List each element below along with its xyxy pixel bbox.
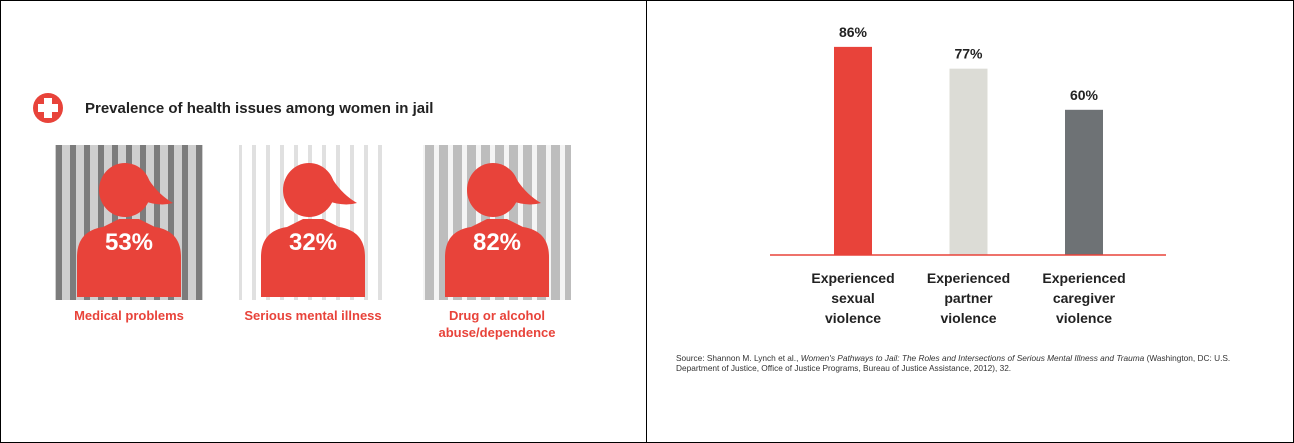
source-rest: (Washington, DC: U.S. Department of Just…: [676, 353, 1231, 373]
value-label: 60%: [1070, 87, 1099, 103]
value-label: 82%: [473, 229, 521, 256]
figure: [261, 219, 365, 297]
value-label: 86%: [839, 24, 868, 40]
figure: [77, 219, 181, 297]
source-title: Women's Pathways to Jail: The Roles and …: [800, 353, 1145, 363]
category-label: Experienced sexual violence: [811, 270, 895, 326]
head: [467, 163, 519, 217]
head: [99, 163, 151, 217]
value-label: 77%: [954, 46, 983, 62]
category-label: Serious mental illness: [244, 308, 382, 323]
bar: [1065, 109, 1103, 255]
value-label: 32%: [289, 229, 337, 256]
hair: [325, 180, 357, 205]
figure: [445, 219, 549, 297]
hair: [141, 180, 173, 205]
category-label: Experienced partner violence: [926, 270, 1011, 326]
bar: [834, 46, 872, 255]
value-label: 53%: [105, 229, 153, 256]
category-label: Experienced caregiver violence: [1042, 270, 1126, 326]
hair: [509, 180, 541, 205]
source: Source: Shannon M. Lynch et al., Women's…: [676, 353, 1236, 373]
category-label: Medical problems: [74, 308, 184, 323]
chart-title: Prevalence of health issues among women …: [85, 100, 433, 117]
bar: [949, 68, 988, 255]
source-prefix: Source: Shannon M. Lynch et al.,: [676, 353, 801, 363]
category-label: Drug or alcohol abuse/dependence: [438, 308, 556, 340]
cross-icon: [33, 93, 63, 123]
head: [283, 163, 335, 217]
